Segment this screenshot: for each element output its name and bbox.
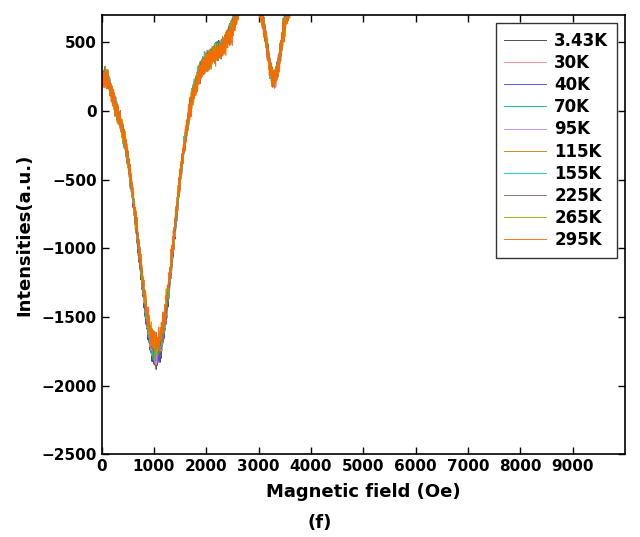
95K bbox=[98, 85, 106, 92]
70K bbox=[152, 357, 160, 364]
Line: 30K: 30K bbox=[102, 0, 622, 365]
70K bbox=[98, 77, 106, 83]
Line: 295K: 295K bbox=[102, 0, 622, 352]
265K bbox=[152, 351, 160, 357]
Line: 225K: 225K bbox=[102, 0, 622, 354]
Legend: 3.43K, 30K, 40K, 70K, 95K, 115K, 155K, 225K, 265K, 295K: 3.43K, 30K, 40K, 70K, 95K, 115K, 155K, 2… bbox=[496, 23, 617, 258]
115K bbox=[98, 78, 106, 84]
265K bbox=[98, 85, 106, 91]
Line: 155K: 155K bbox=[102, 0, 622, 355]
155K bbox=[150, 352, 158, 358]
Line: 3.43K: 3.43K bbox=[102, 0, 622, 369]
225K bbox=[98, 77, 106, 84]
295K bbox=[152, 349, 159, 355]
Line: 40K: 40K bbox=[102, 0, 622, 363]
3.43K bbox=[98, 74, 106, 80]
115K bbox=[152, 357, 159, 363]
295K bbox=[98, 78, 106, 85]
Text: (f): (f) bbox=[308, 513, 332, 532]
155K bbox=[98, 78, 106, 85]
Line: 70K: 70K bbox=[102, 0, 622, 360]
X-axis label: Magnetic field (Oe): Magnetic field (Oe) bbox=[266, 483, 461, 500]
3.43K bbox=[152, 366, 160, 373]
Line: 95K: 95K bbox=[102, 0, 622, 363]
30K bbox=[98, 76, 106, 82]
Y-axis label: Intensities(a.u.): Intensities(a.u.) bbox=[15, 154, 33, 316]
Line: 115K: 115K bbox=[102, 0, 622, 360]
Line: 265K: 265K bbox=[102, 0, 622, 354]
30K bbox=[152, 362, 160, 368]
95K bbox=[153, 360, 161, 366]
40K bbox=[98, 79, 106, 86]
225K bbox=[155, 351, 163, 358]
40K bbox=[154, 360, 161, 366]
